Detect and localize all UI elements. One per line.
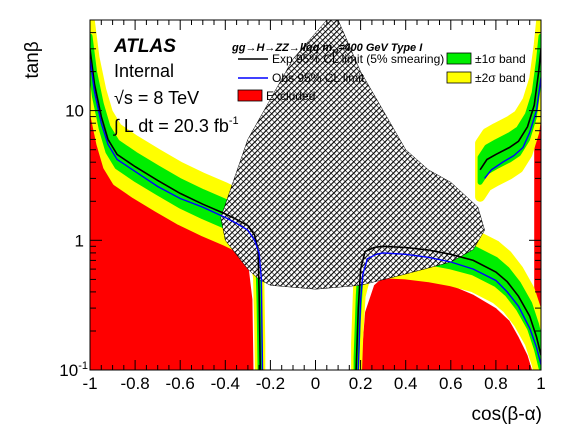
x-tick-label: 0.4 (394, 374, 418, 393)
observed-limit-line (484, 77, 541, 179)
y-tick-label: 10 (65, 102, 84, 121)
y-tick-label: 10-1 (59, 360, 88, 380)
legend-entry: Excluded (237, 89, 315, 103)
legend-label: ±1σ band (475, 52, 526, 66)
x-tick-label: -1 (82, 374, 97, 393)
legend-swatch-box (446, 52, 472, 65)
y-tick-base: 10 (65, 102, 84, 121)
x-axis: -1 -0.8 -0.6 -0.4 -0.2 0 0.2 0.4 0.6 0.8 1 (82, 20, 546, 393)
legend-entry: Exp 95% CL limit (5% smearing) (238, 52, 444, 66)
excluded-region (360, 277, 532, 370)
lumi-text: ∫ L dt = 20.3 fb (112, 116, 229, 136)
x-tick-label: -0.8 (120, 374, 149, 393)
energy-label: √s = 8 TeV (114, 88, 199, 108)
status-label: Internal (114, 61, 174, 81)
y-tick-exponent: -1 (78, 360, 88, 372)
y-axis-title: tanβ (22, 41, 43, 78)
legend-entry: ±1σ band (446, 52, 526, 66)
legend-swatch-box (237, 89, 263, 102)
x-tick-label: -0.4 (211, 374, 240, 393)
y-tick-base: 1 (75, 231, 84, 250)
legend-entry: ±2σ band (446, 71, 526, 85)
x-tick-label: 1 (536, 374, 545, 393)
expected-limit-line (90, 48, 262, 370)
process-label: gg→H→ZZ→llqq mH=400 GeV Type I (231, 42, 423, 57)
observed-limit-line (90, 58, 264, 370)
y-tick-label: 1 (75, 231, 84, 250)
lumi-label: ∫ L dt = 20.3 fb-1 (112, 115, 239, 136)
hatched-region (220, 20, 485, 290)
expected-limit-line (479, 48, 541, 171)
process-suffix: =400 GeV Type I (338, 42, 423, 54)
expected-limit-line (355, 245, 541, 370)
legend: Exp 95% CL limit (5% smearing) ±1σ band Ob… (237, 52, 526, 103)
x-tick-label: 0.2 (349, 374, 373, 393)
y-tick-base: 10 (59, 361, 78, 380)
legend-swatch-box (446, 71, 472, 84)
annotation-block: ATLAS Internal √s = 8 TeV ∫ L dt = 20.3 … (112, 36, 423, 136)
atlas-logo: ATLAS (113, 36, 176, 57)
plot-area (90, 20, 541, 370)
x-tick-label: -0.6 (166, 374, 195, 393)
x-tick-label: 0.8 (484, 374, 508, 393)
legend-label: Obs 95% CL limit (272, 71, 365, 85)
x-axis-title: cos(β-α) (472, 404, 542, 425)
x-tick-label: -0.2 (256, 374, 285, 393)
observed-limit-line (357, 252, 541, 370)
excluded-region (90, 100, 254, 370)
lumi-superscript: -1 (229, 115, 239, 127)
legend-label: Exp 95% CL limit (5% smearing) (272, 52, 444, 66)
x-tick-label: 0 (311, 374, 320, 393)
x-tick-label: 0.6 (439, 374, 463, 393)
legend-entry: Obs 95% CL limit (238, 71, 365, 85)
process-text: gg→H→ZZ→llqq m (231, 42, 332, 54)
legend-label: Excluded (266, 89, 315, 103)
legend-label: ±2σ band (475, 71, 526, 85)
process-subscript: H (332, 48, 338, 57)
